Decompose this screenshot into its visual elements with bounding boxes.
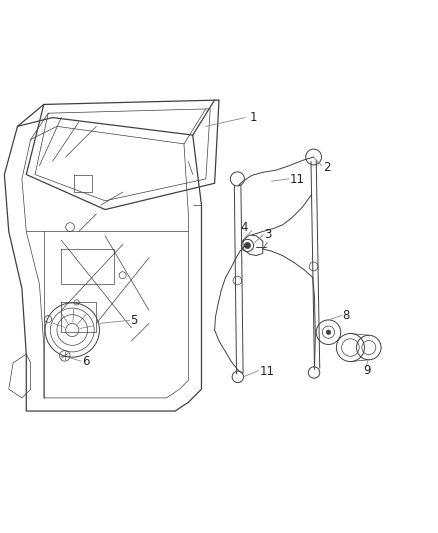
Text: 8: 8 bbox=[343, 310, 350, 322]
Text: 9: 9 bbox=[363, 364, 371, 377]
Text: 3: 3 bbox=[264, 229, 271, 241]
Text: 1: 1 bbox=[250, 111, 257, 124]
Text: 6: 6 bbox=[82, 356, 90, 368]
Circle shape bbox=[326, 330, 331, 334]
Text: 2: 2 bbox=[323, 160, 331, 174]
Text: 11: 11 bbox=[259, 365, 274, 378]
Text: 11: 11 bbox=[290, 173, 305, 186]
Text: 4: 4 bbox=[240, 221, 247, 233]
Text: 5: 5 bbox=[131, 314, 138, 327]
Circle shape bbox=[244, 243, 251, 248]
